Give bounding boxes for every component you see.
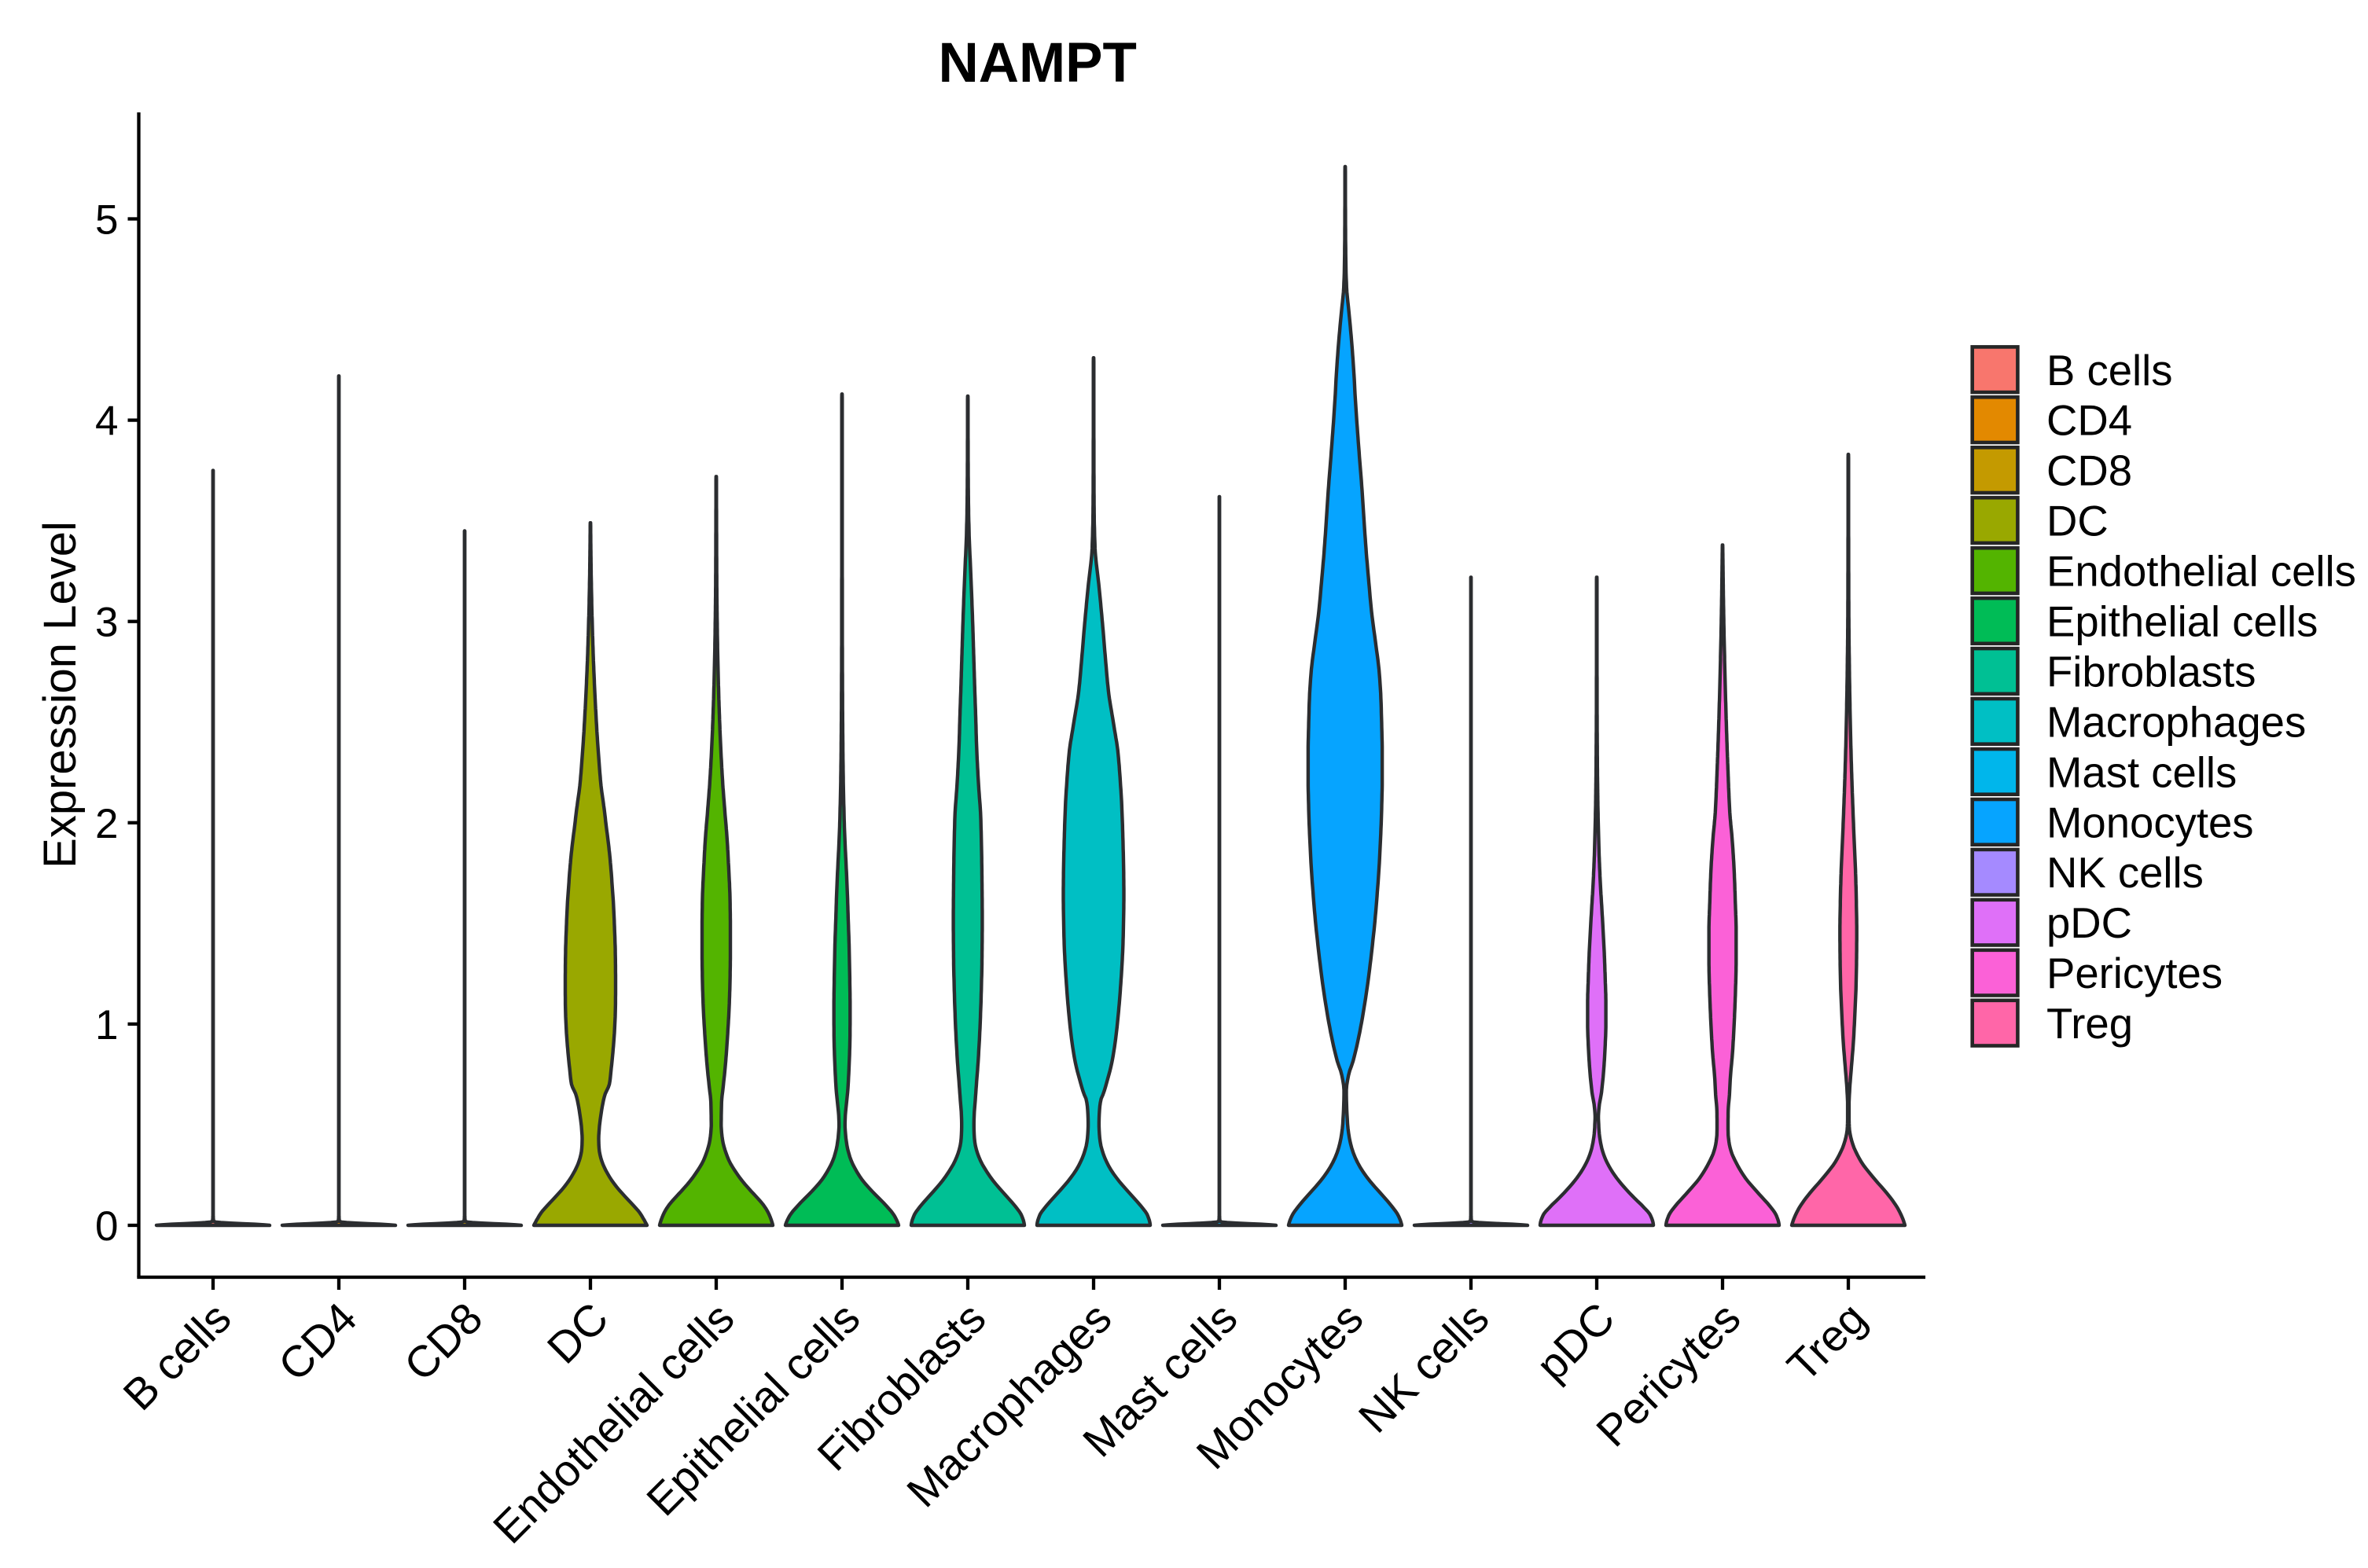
svg-text:1: 1 bbox=[95, 1002, 118, 1048]
svg-text:pDC: pDC bbox=[2046, 899, 2132, 947]
svg-text:NK cells: NK cells bbox=[2046, 849, 2204, 897]
svg-text:Monocytes: Monocytes bbox=[2046, 799, 2254, 846]
svg-text:NAMPT: NAMPT bbox=[938, 32, 1136, 94]
svg-text:CD8: CD8 bbox=[2046, 447, 2132, 495]
svg-text:Epithelial cells: Epithelial cells bbox=[2046, 598, 2318, 646]
svg-text:Endothelial cells: Endothelial cells bbox=[2046, 548, 2356, 596]
svg-text:CD4: CD4 bbox=[2046, 397, 2132, 445]
svg-text:2: 2 bbox=[95, 801, 118, 847]
svg-text:Macrophages: Macrophages bbox=[2046, 698, 2306, 746]
svg-text:Expression Level: Expression Level bbox=[35, 521, 86, 868]
svg-text:Fibroblasts: Fibroblasts bbox=[2046, 648, 2256, 696]
svg-text:5: 5 bbox=[95, 197, 118, 244]
svg-text:Pericytes: Pericytes bbox=[2046, 949, 2223, 997]
svg-text:Mast cells: Mast cells bbox=[2046, 748, 2237, 796]
svg-text:3: 3 bbox=[95, 600, 118, 646]
svg-text:Treg: Treg bbox=[2046, 1000, 2133, 1048]
svg-text:DC: DC bbox=[2046, 498, 2109, 545]
svg-text:0: 0 bbox=[95, 1203, 118, 1250]
svg-text:B cells: B cells bbox=[2046, 347, 2173, 395]
svg-text:4: 4 bbox=[95, 398, 118, 445]
